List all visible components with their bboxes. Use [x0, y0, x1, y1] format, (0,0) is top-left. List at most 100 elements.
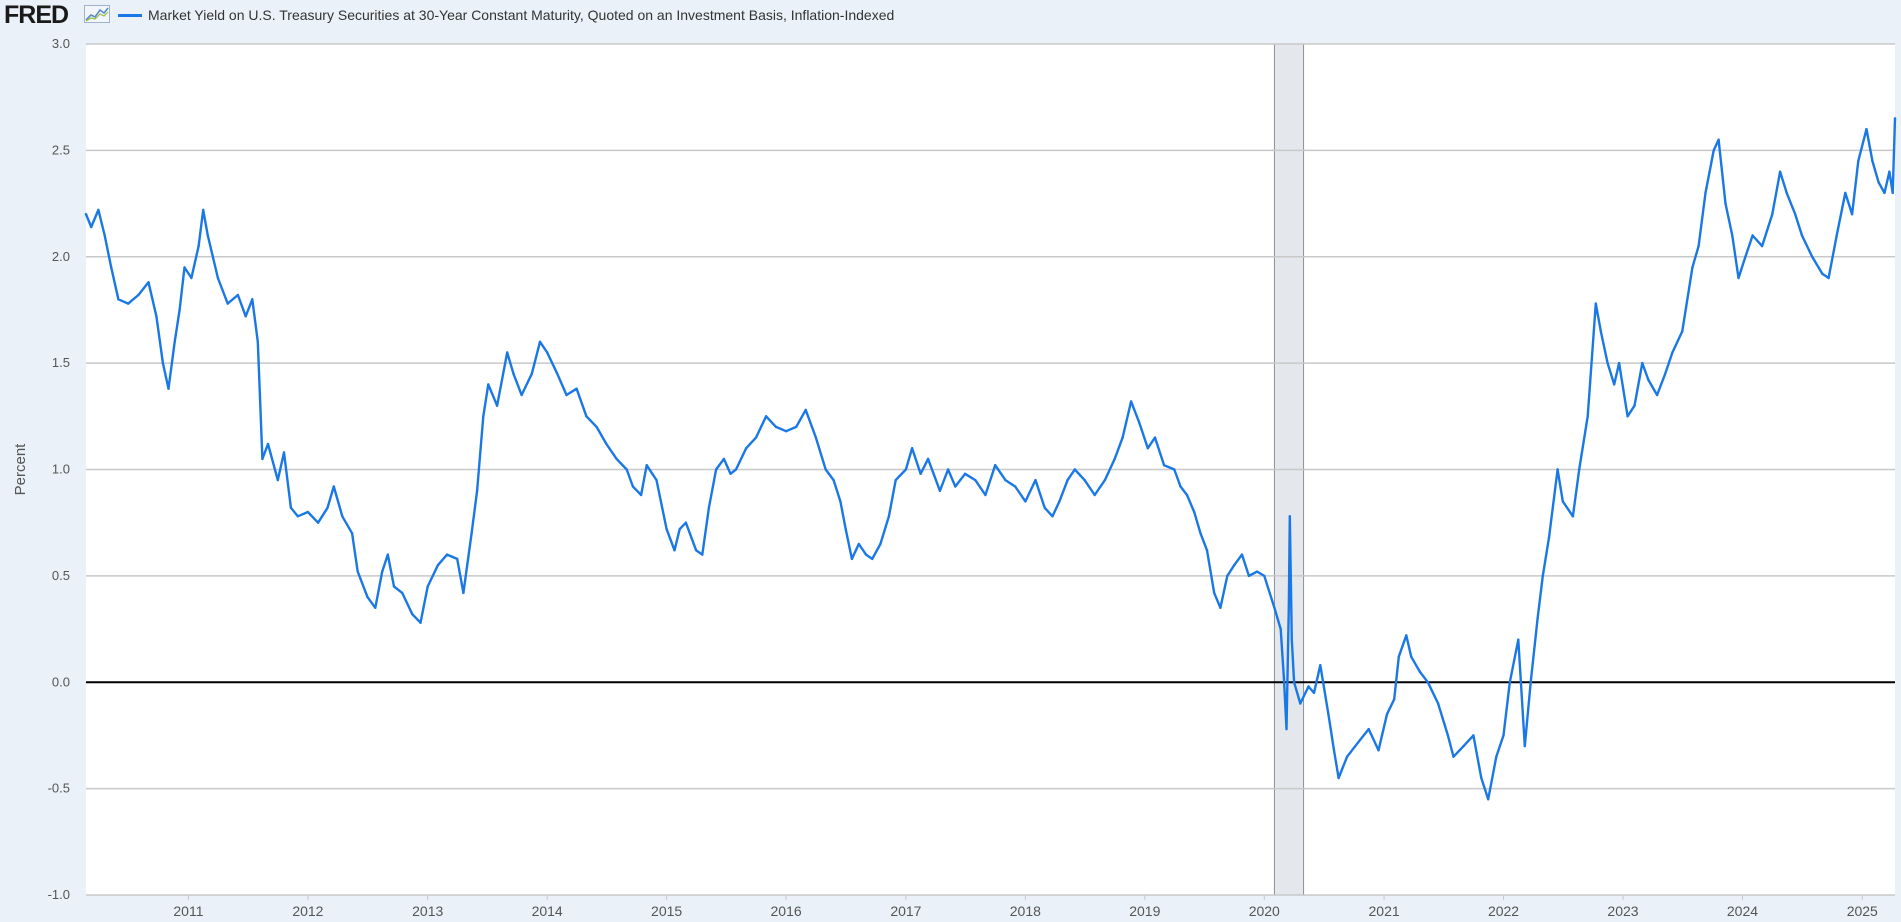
data-point: [1051, 515, 1054, 518]
data-point: [1233, 564, 1236, 567]
data-point: [1641, 361, 1644, 365]
data-point: [745, 447, 748, 450]
data-point: [1121, 436, 1124, 439]
data-point: [954, 485, 957, 488]
data-point: [97, 208, 100, 212]
data-point: [1153, 436, 1157, 439]
data-point: [1282, 676, 1286, 680]
legend-swatch: [118, 13, 142, 17]
data-point: [306, 510, 310, 514]
y-tick-label: 0.5: [52, 568, 70, 583]
data-point: [1162, 464, 1166, 467]
data-point: [1778, 170, 1782, 173]
y-axis-label: Percent: [12, 443, 29, 496]
data-point: [605, 442, 608, 446]
data-point: [1664, 372, 1667, 375]
data-point: [1835, 234, 1838, 237]
data-point: [202, 208, 205, 212]
data-point: [701, 553, 704, 556]
data-point: [1288, 515, 1292, 518]
data-point: [864, 553, 868, 556]
data-point: [127, 302, 130, 305]
data-point: [832, 478, 835, 482]
data-point: [707, 506, 711, 509]
data-point: [1004, 478, 1007, 482]
data-point: [1367, 727, 1370, 731]
data-point: [1617, 361, 1621, 365]
x-tick-label: 2020: [1249, 903, 1280, 919]
data-point: [1397, 655, 1401, 658]
data-point: [1073, 468, 1077, 471]
data-point: [1724, 202, 1727, 205]
data-point: [1800, 234, 1804, 237]
data-point: [1024, 500, 1027, 503]
data-point: [1327, 713, 1330, 716]
data-point: [1871, 159, 1874, 163]
data-point: [341, 515, 344, 518]
data-point: [1436, 702, 1440, 705]
data-point: [684, 521, 688, 524]
data-point: [1613, 383, 1616, 386]
legend-series-label: Market Yield on U.S. Treasury Securities…: [148, 7, 895, 23]
data-point: [1034, 478, 1037, 482]
data-point: [1529, 681, 1532, 684]
data-point: [795, 425, 798, 429]
data-point: [1556, 468, 1559, 471]
data-point: [183, 266, 186, 269]
data-point: [565, 393, 568, 397]
x-tick-label: 2021: [1369, 903, 1400, 919]
data-point: [1292, 681, 1296, 684]
data-point: [1586, 415, 1589, 418]
data-point: [1647, 378, 1650, 382]
data-point: [178, 308, 181, 312]
data-point: [1103, 478, 1107, 482]
data-point: [764, 415, 768, 418]
data-point: [1891, 191, 1894, 195]
data-point: [161, 361, 165, 365]
data-point: [871, 557, 874, 561]
data-point: [585, 415, 588, 418]
data-point: [282, 451, 286, 454]
data-point: [1495, 755, 1498, 758]
data-point: [1704, 191, 1707, 195]
y-axis-label-layer: Percent: [12, 443, 29, 496]
fred-logo[interactable]: FRED: [4, 1, 69, 29]
data-point: [495, 404, 499, 407]
data-point: [520, 393, 523, 397]
data-point: [530, 372, 533, 375]
y-tick-label: 1.0: [52, 462, 70, 477]
data-point: [482, 415, 485, 418]
data-point: [1332, 749, 1336, 752]
data-point: [963, 472, 967, 475]
data-point: [595, 425, 598, 429]
data-point: [1247, 574, 1251, 578]
data-point: [1337, 776, 1340, 780]
data-point: [1255, 570, 1259, 573]
data-point: [1760, 244, 1764, 248]
data-point: [1850, 213, 1854, 216]
grid-lines: [86, 43, 1895, 896]
data-point: [631, 485, 635, 488]
data-point: [919, 472, 922, 475]
data-point: [1307, 685, 1310, 688]
data-point: [426, 585, 429, 588]
data-point: [1712, 149, 1715, 152]
data-point: [850, 557, 854, 561]
data-point: [462, 591, 465, 595]
data-point: [1385, 713, 1389, 716]
data-point: [1273, 606, 1276, 609]
data-point: [1827, 276, 1830, 280]
y-tick-label: 0.0: [52, 674, 70, 689]
data-point: [974, 478, 977, 482]
data-point: [844, 527, 847, 531]
data-point: [1811, 255, 1814, 258]
data-point: [1058, 500, 1061, 503]
data-point: [1626, 415, 1629, 418]
data-point: [1794, 213, 1797, 216]
data-point: [1717, 138, 1720, 141]
data-point: [487, 383, 490, 386]
x-tick-label: 2013: [412, 903, 443, 919]
data-point: [1393, 698, 1396, 701]
data-point: [575, 387, 578, 390]
data-point: [251, 298, 254, 301]
